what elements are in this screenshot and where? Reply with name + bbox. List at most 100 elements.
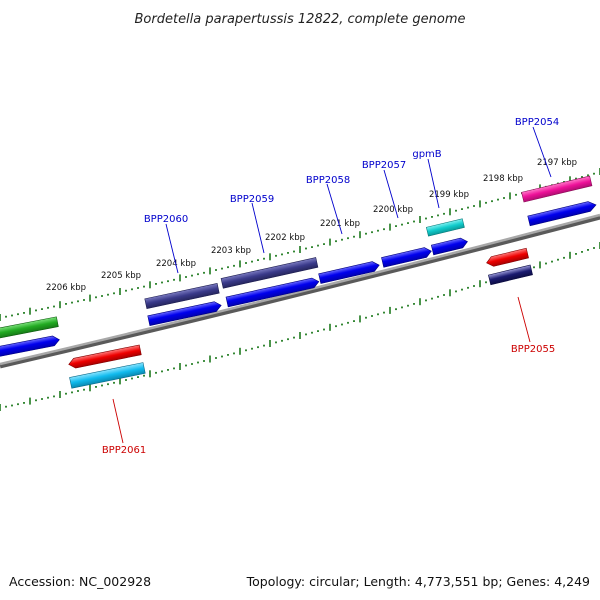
ruler-minor-tick (77, 300, 79, 303)
ruler-minor-tick (113, 381, 115, 384)
ruler-major-tick (119, 288, 121, 295)
ruler-minor-tick (461, 208, 463, 210)
ruler-minor-tick (317, 244, 319, 247)
gene-BPP2060[interactable] (144, 283, 220, 309)
ruler-minor-tick (263, 344, 265, 347)
ruler-minor-tick (587, 174, 589, 177)
ruler-minor-tick (83, 299, 85, 301)
ruler-minor-tick (401, 306, 403, 309)
ruler-minor-tick (221, 267, 223, 270)
ruler-minor-tick (425, 299, 427, 302)
cds-BPP2060[interactable] (147, 300, 222, 326)
ruler-major-tick (299, 332, 301, 339)
ruler-minor-tick (533, 266, 535, 269)
gene-BPP2054[interactable] (521, 175, 593, 203)
ruler-major-tick (569, 176, 571, 184)
ruler-minor-tick (383, 228, 385, 231)
gene-label-BPP2055[interactable]: BPP2055 (511, 344, 555, 355)
ruler-minor-tick (245, 349, 247, 352)
ruler-minor-tick (395, 308, 397, 311)
ruler-minor-tick (11, 404, 13, 407)
cds-BPP2054[interactable] (527, 200, 597, 227)
gene-green-partial[interactable] (0, 316, 59, 340)
ruler-minor-tick (125, 379, 127, 381)
ruler-minor-tick (377, 229, 379, 232)
kbp-label: 2200 kbp (373, 205, 413, 215)
accession-text: Accession: NC_002928 (9, 574, 151, 589)
ruler-minor-tick (137, 287, 139, 289)
gene-BPP2061[interactable] (68, 344, 142, 369)
outer-ruler-track (0, 168, 600, 321)
ruler-minor-tick (71, 391, 73, 394)
kbp-label: 2201 kbp (320, 219, 360, 229)
gene-label-gpmB[interactable]: gpmB (412, 149, 441, 160)
gene-label-BPP2061[interactable]: BPP2061 (102, 445, 146, 456)
ruler-minor-tick (293, 250, 295, 253)
gene-gpmB[interactable] (425, 218, 465, 237)
ruler-minor-tick (53, 305, 55, 308)
ruler-minor-tick (143, 285, 145, 288)
ruler-minor-tick (575, 177, 577, 180)
gene-BPP2059[interactable] (220, 257, 319, 289)
ruler-minor-tick (23, 402, 25, 404)
ruler-minor-tick (365, 316, 367, 319)
cds-gpmB[interactable] (430, 237, 468, 256)
gene-label-BPP2059[interactable]: BPP2059 (230, 194, 274, 205)
ruler-minor-tick (17, 403, 19, 406)
ruler-minor-tick (203, 271, 205, 274)
ruler-major-tick (89, 294, 91, 302)
ruler-major-tick (0, 314, 1, 321)
ruler-minor-tick (143, 374, 145, 377)
ruler-minor-tick (95, 386, 97, 388)
ruler-minor-tick (47, 396, 49, 399)
ruler-major-tick (539, 261, 541, 269)
cds-BPP2059[interactable] (225, 277, 320, 308)
ruler-minor-tick (593, 172, 595, 175)
cds-BPP2057[interactable] (381, 246, 432, 268)
ruler-major-tick (479, 280, 481, 288)
cds-BPP2058[interactable] (318, 260, 381, 284)
ruler-minor-tick (335, 325, 337, 328)
ruler-major-tick (569, 251, 571, 259)
ruler-minor-tick (497, 198, 499, 201)
leader-lines (112, 126, 552, 444)
ruler-minor-tick (371, 231, 373, 234)
ruler-minor-tick (491, 200, 493, 203)
gene-label-BPP2054[interactable]: BPP2054 (515, 117, 559, 128)
ruler-minor-tick (185, 364, 187, 367)
ruler-minor-tick (107, 293, 109, 296)
ruler-minor-tick (215, 357, 217, 359)
ruler-minor-tick (131, 377, 133, 380)
cds-BPP2061[interactable] (69, 362, 146, 389)
ruler-minor-tick (317, 330, 319, 332)
gene-label-BPP2058[interactable]: BPP2058 (306, 175, 350, 186)
ruler-minor-tick (125, 289, 127, 292)
ruler-minor-tick (305, 247, 307, 250)
kbp-label: 2198 kbp (483, 174, 523, 184)
ruler-minor-tick (233, 264, 235, 267)
ruler-minor-tick (437, 295, 439, 298)
ruler-minor-tick (155, 371, 157, 374)
ruler-minor-tick (65, 392, 67, 395)
ruler-minor-tick (17, 313, 19, 316)
ruler-major-tick (389, 223, 391, 231)
ruler-minor-tick (437, 214, 439, 217)
ruler-minor-tick (413, 220, 415, 223)
ruler-minor-tick (557, 258, 559, 261)
cds-BPP2055[interactable] (488, 264, 533, 286)
ruler-minor-tick (227, 266, 229, 269)
ruler-minor-tick (41, 308, 43, 310)
gene-label-BPP2060[interactable]: BPP2060 (144, 214, 188, 225)
ruler-minor-tick (173, 367, 175, 370)
ruler-minor-tick (71, 301, 73, 304)
ruler-minor-tick (83, 388, 85, 391)
gene-BPP2055[interactable] (485, 247, 529, 268)
ruler-minor-tick (191, 363, 193, 365)
cds-green-partial[interactable] (0, 335, 60, 358)
ruler-minor-tick (371, 315, 373, 317)
ruler-major-tick (359, 315, 361, 323)
kbp-label: 2202 kbp (265, 233, 305, 243)
ruler-minor-tick (407, 304, 409, 307)
gene-label-BPP2057[interactable]: BPP2057 (362, 160, 406, 171)
ruler-minor-tick (101, 295, 103, 297)
